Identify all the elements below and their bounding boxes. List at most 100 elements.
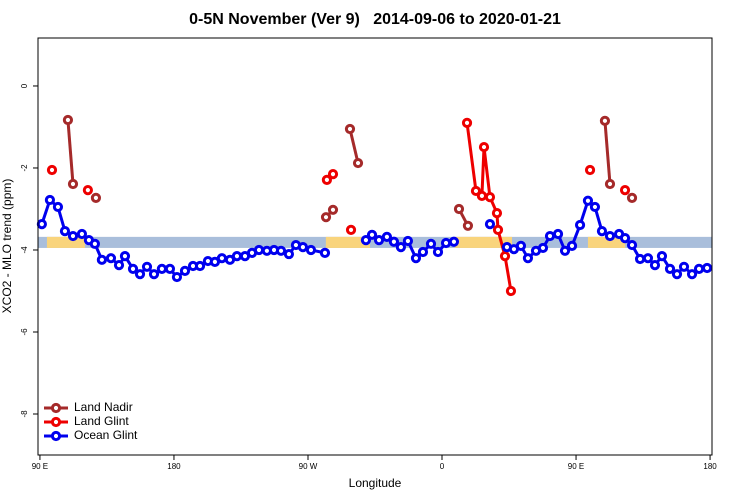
y-tick-label: -6	[20, 328, 29, 336]
data-point	[596, 226, 608, 237]
data-point	[89, 238, 100, 249]
series-line	[348, 128, 360, 164]
land-band	[46, 236, 85, 248]
data-point	[105, 253, 117, 264]
data-point	[320, 212, 332, 223]
data-point	[574, 219, 586, 231]
data-point	[327, 169, 339, 180]
data-point	[664, 263, 676, 274]
data-point	[62, 114, 74, 126]
data-point	[216, 253, 228, 264]
x-tick-label: 0	[440, 462, 445, 471]
data-point	[327, 204, 339, 215]
data-point	[619, 185, 631, 196]
data-point	[417, 246, 429, 258]
data-point	[36, 219, 47, 230]
data-point	[90, 192, 102, 204]
legend-label: Land Glint	[74, 414, 129, 428]
data-point	[461, 117, 473, 128]
data-point	[67, 230, 79, 242]
data-point	[492, 224, 504, 235]
data-point	[231, 251, 243, 262]
data-point	[515, 240, 527, 251]
data-point	[678, 261, 690, 272]
data-point	[344, 123, 356, 135]
series-line	[603, 120, 612, 185]
x-tick-label: 90 W	[299, 462, 318, 471]
data-point	[604, 178, 616, 190]
data-point	[410, 253, 422, 264]
data-point	[179, 265, 191, 276]
data-point	[283, 248, 295, 260]
legend-label: Land Nadir	[74, 400, 133, 414]
data-point	[626, 239, 638, 251]
data-point	[59, 226, 71, 237]
data-point	[559, 245, 571, 256]
data-point	[171, 271, 183, 283]
data-point	[432, 246, 444, 258]
data-point	[522, 253, 534, 264]
data-point	[52, 201, 64, 213]
data-point	[148, 269, 160, 280]
data-point	[566, 240, 578, 251]
data-point	[470, 185, 482, 197]
data-point	[373, 235, 385, 246]
data-point	[604, 230, 616, 242]
plot-frame	[37, 37, 713, 456]
data-point	[589, 201, 601, 213]
data-point	[46, 164, 58, 176]
data-point	[453, 203, 465, 215]
chart-title: 0-5N November (Ver 9) 2014-09-06 to 2020…	[189, 11, 561, 28]
data-point	[582, 195, 594, 206]
marks-layer	[36, 114, 713, 297]
legend-marker	[50, 402, 62, 414]
data-point	[484, 191, 496, 203]
data-point	[164, 263, 176, 274]
data-point	[194, 260, 206, 272]
data-point	[134, 269, 146, 280]
x-tick-label: 180	[703, 462, 717, 471]
data-point	[537, 242, 549, 254]
data-point	[96, 254, 107, 265]
data-point	[141, 261, 153, 272]
data-point	[366, 229, 378, 240]
data-point	[634, 253, 646, 265]
data-point	[321, 174, 332, 185]
data-point	[44, 194, 56, 206]
data-point	[253, 244, 265, 256]
data-point	[388, 236, 400, 247]
x-tick-label: 90 E	[568, 462, 584, 471]
data-point	[440, 237, 452, 249]
data-point	[82, 185, 93, 196]
data-point	[305, 244, 317, 256]
data-point	[552, 228, 564, 240]
data-point	[484, 219, 496, 230]
x-tick-label: 90 E	[32, 462, 48, 471]
data-point	[425, 238, 437, 249]
data-point	[275, 245, 287, 256]
data-point	[352, 157, 364, 169]
data-point	[599, 115, 611, 126]
data-point	[642, 253, 654, 264]
data-point	[119, 251, 131, 262]
data-point	[491, 207, 503, 219]
data-point	[671, 269, 683, 280]
data-point	[67, 178, 79, 190]
data-point	[402, 235, 414, 247]
x-axis-label: Longitude	[349, 476, 402, 490]
land-band	[587, 236, 626, 248]
data-point	[619, 232, 631, 244]
land-band	[325, 236, 370, 248]
data-point	[686, 269, 698, 280]
y-tick-label: -4	[20, 246, 29, 254]
data-point	[113, 260, 125, 271]
data-point	[127, 263, 139, 274]
data-point	[544, 230, 556, 242]
data-point	[476, 190, 488, 201]
data-point	[319, 247, 331, 258]
data-point	[478, 141, 490, 153]
data-point	[76, 228, 88, 240]
data-point	[693, 263, 705, 274]
data-point	[395, 242, 407, 253]
